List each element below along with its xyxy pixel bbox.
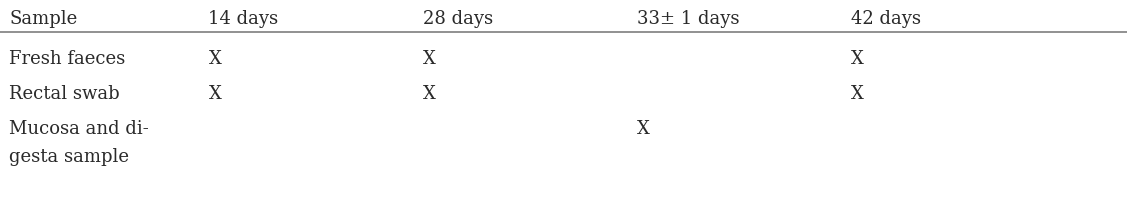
Text: X: X (851, 50, 863, 68)
Text: X: X (208, 85, 221, 103)
Text: Rectal swab: Rectal swab (9, 85, 119, 103)
Text: 33± 1 days: 33± 1 days (637, 10, 739, 28)
Text: X: X (851, 85, 863, 103)
Text: Mucosa and di-: Mucosa and di- (9, 120, 149, 138)
Text: X: X (637, 120, 649, 138)
Text: 14 days: 14 days (208, 10, 278, 28)
Text: Fresh faeces: Fresh faeces (9, 50, 125, 68)
Text: 42 days: 42 days (851, 10, 921, 28)
Text: 28 days: 28 days (423, 10, 492, 28)
Text: gesta sample: gesta sample (9, 148, 128, 166)
Text: Sample: Sample (9, 10, 78, 28)
Text: X: X (208, 50, 221, 68)
Text: X: X (423, 50, 435, 68)
Text: X: X (423, 85, 435, 103)
